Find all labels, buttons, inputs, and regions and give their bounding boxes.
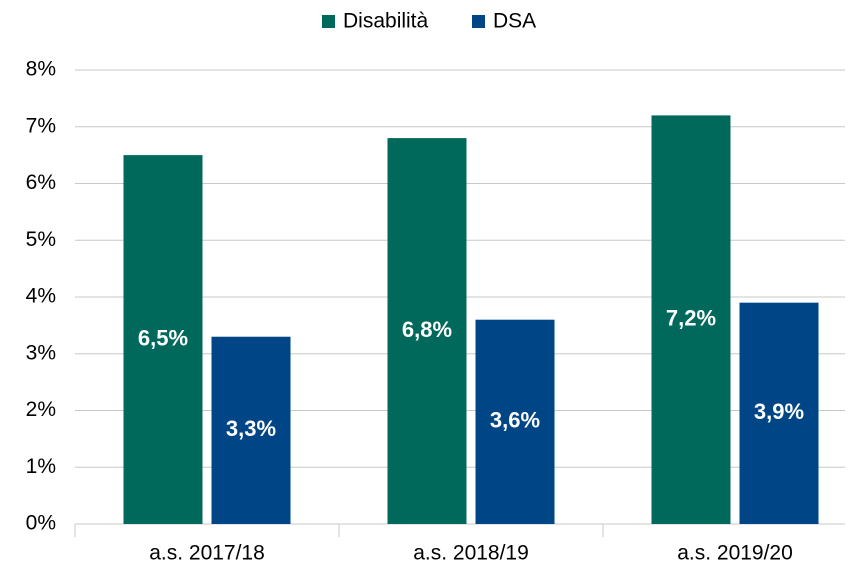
legend-swatch [472,15,485,28]
value-label: 3,6% [490,408,540,433]
y-tick-label: 6% [26,171,56,194]
legend-swatch [322,15,335,28]
value-label: 7,2% [666,306,716,331]
y-tick-label: 0% [26,512,56,535]
bar [123,155,203,524]
x-tick-label: a.s. 2019/20 [677,542,793,565]
value-label: 6,8% [402,317,452,342]
x-tick-label: a.s. 2017/18 [149,542,265,565]
legend-label: Disabilità [343,10,429,33]
bar [387,138,467,524]
bar [211,336,291,524]
value-label: 3,9% [754,399,804,424]
legend-label: DSA [493,10,536,33]
value-label: 3,3% [226,416,276,441]
y-tick-label: 8% [26,58,56,81]
y-tick-label: 3% [26,341,56,364]
y-tick-label: 4% [26,285,56,308]
y-tick-label: 7% [26,114,56,137]
y-tick-label: 1% [26,455,56,478]
x-tick-label: a.s. 2018/19 [413,542,529,565]
bar [475,319,555,524]
y-tick-label: 2% [26,398,56,421]
y-tick-label: 5% [26,228,56,251]
bar [739,302,819,524]
value-label: 6,5% [138,325,188,350]
bar [651,115,731,525]
